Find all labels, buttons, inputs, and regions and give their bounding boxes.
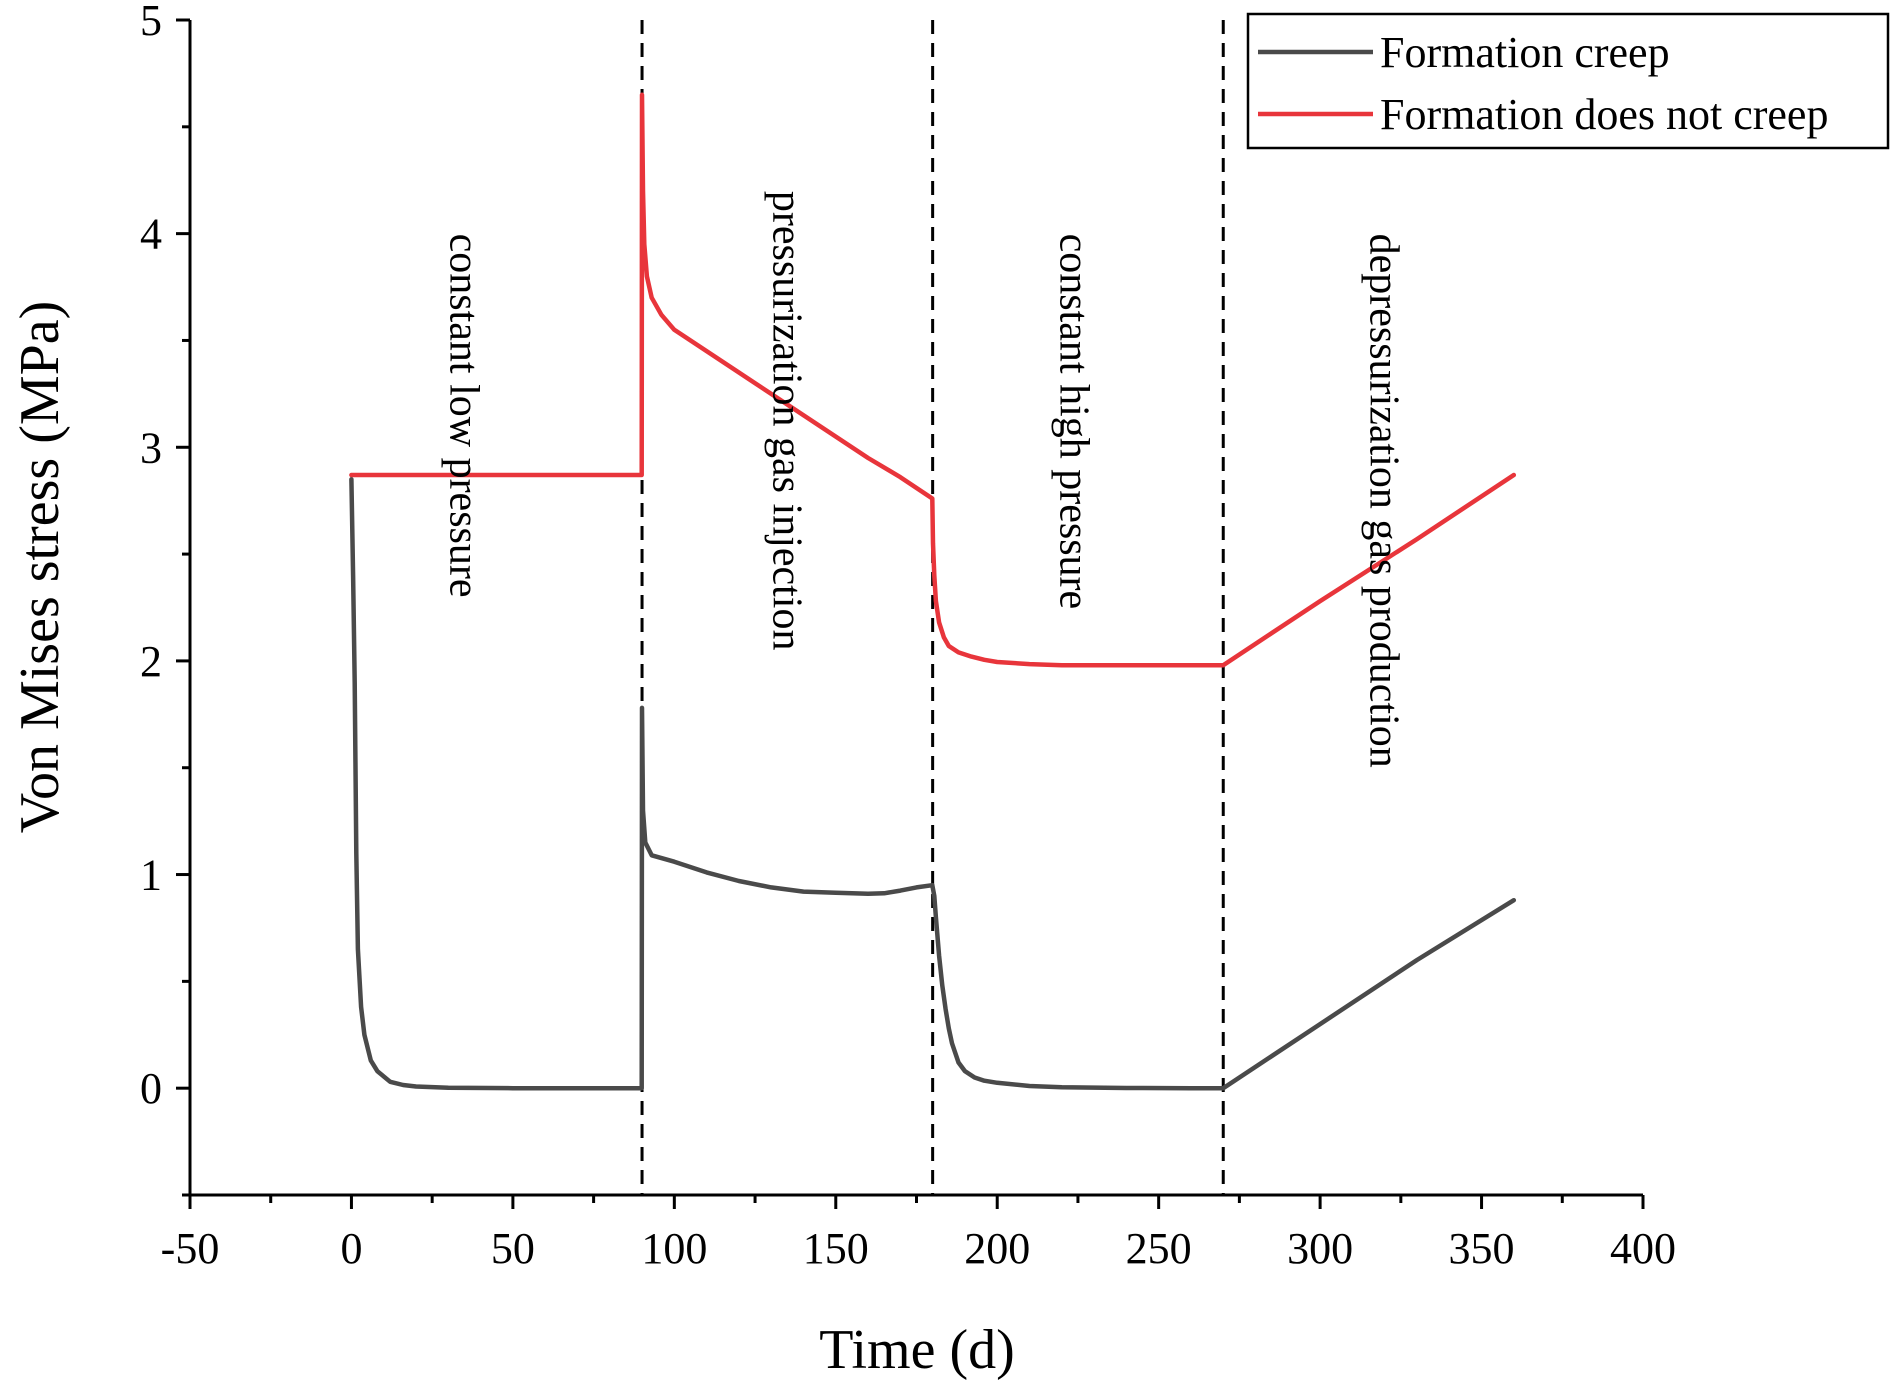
y-axis-title: Von Mises stress (MPa) (9, 301, 71, 834)
y-tick-label: 3 (140, 423, 162, 472)
series-line-formation-no-creep (349, 92, 1517, 668)
x-tick-label: 150 (803, 1224, 869, 1273)
x-tick-label: 300 (1287, 1224, 1353, 1273)
phase-annotation: depressurization gas production (1361, 234, 1407, 768)
phase-annotation: pressurization gas injection (763, 191, 809, 651)
phase-annotations: constant low pressure pressurization gas … (441, 191, 1407, 768)
series-line-formation-creep (349, 477, 1517, 1091)
y-tick-label: 1 (140, 851, 162, 900)
axes: -50 0 50 100 150 200 250 300 350 400 0 1 2 3 4 5 (140, 0, 1676, 1273)
phase-boundaries (640, 20, 1225, 1195)
x-tick-label: 200 (964, 1224, 1030, 1273)
y-tick-label: 2 (140, 637, 162, 686)
phase-annotation: constant high pressure (1051, 234, 1097, 610)
legend-label: Formation creep (1380, 28, 1670, 77)
x-tick-label: 50 (491, 1224, 535, 1273)
legend: Formation creep Formation does not creep (1246, 12, 1890, 150)
y-tick-label: 0 (140, 1064, 162, 1113)
y-tick-label: 5 (140, 0, 162, 45)
y-tick-label: 4 (140, 210, 162, 259)
x-tick-label: 100 (641, 1224, 707, 1273)
phase-annotation: constant low pressure (441, 234, 487, 598)
x-tick-label: -50 (161, 1224, 220, 1273)
legend-label: Formation does not creep (1380, 90, 1828, 139)
data-series (349, 92, 1517, 1091)
x-tick-label: 350 (1449, 1224, 1515, 1273)
x-tick-label: 250 (1126, 1224, 1192, 1273)
legend-box (1246, 12, 1890, 150)
x-axis-title: Time (d) (819, 1319, 1015, 1381)
x-tick-label: 0 (340, 1224, 362, 1273)
x-tick-label: 400 (1610, 1224, 1676, 1273)
